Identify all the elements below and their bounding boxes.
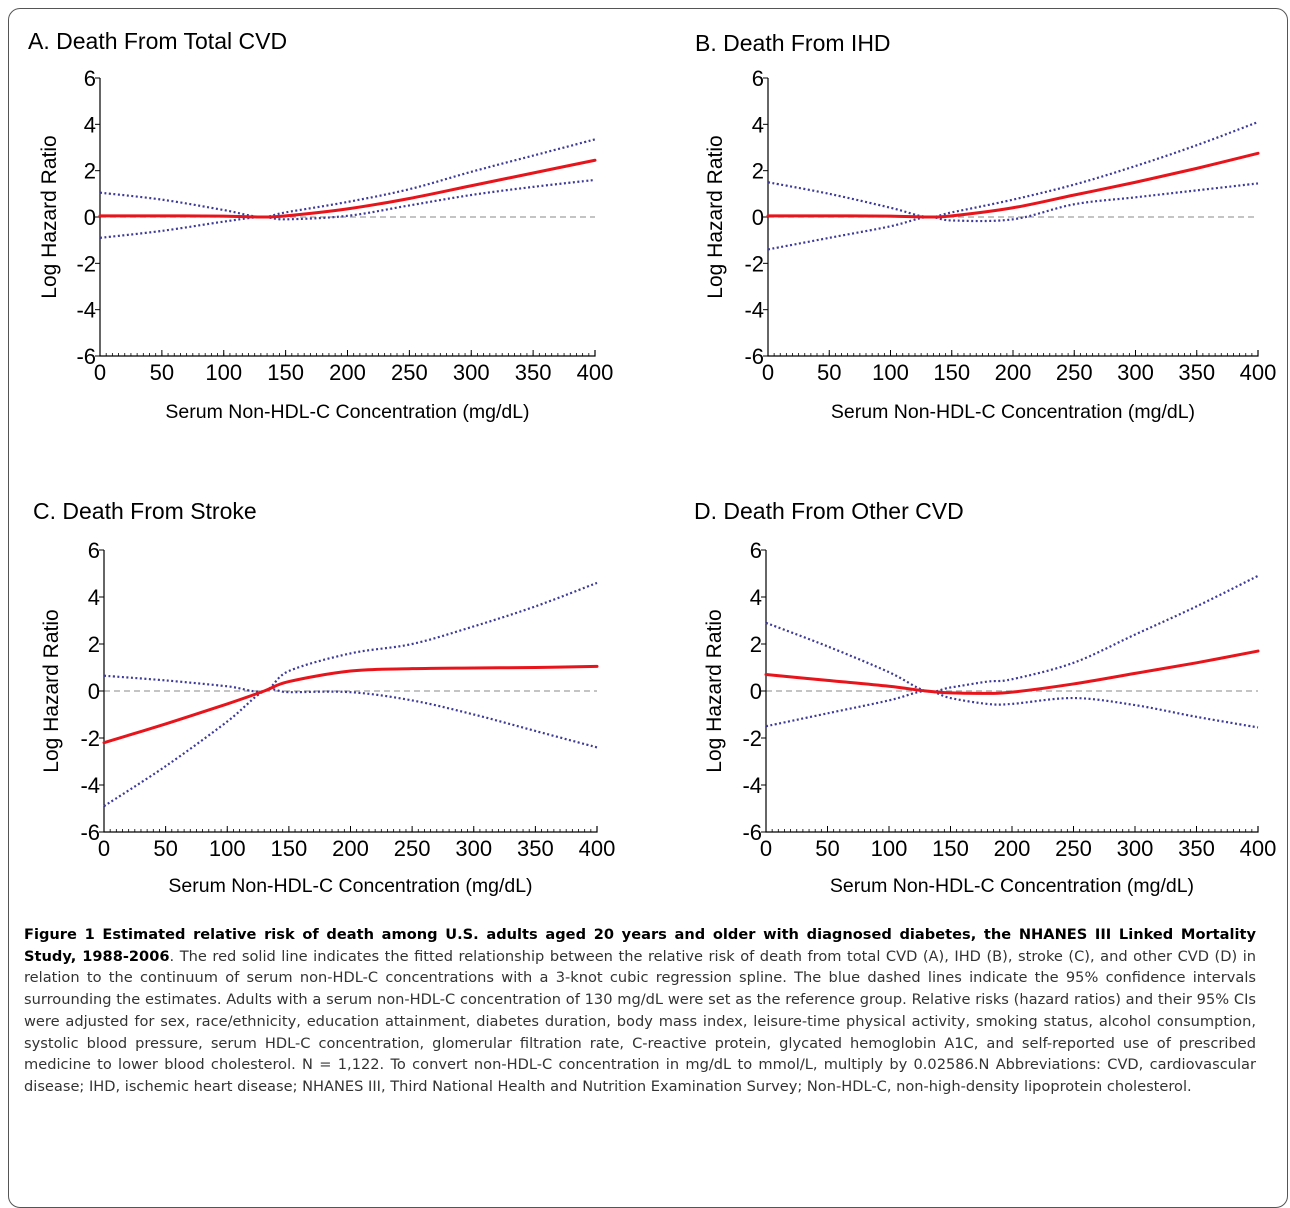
y-axis-label: Log Hazard Ratio [40, 609, 63, 772]
caption-body: . The red solid line indicates the fitte… [24, 947, 1257, 1095]
x-tick-label: 250 [391, 360, 428, 385]
x-tick-label: 150 [271, 836, 308, 861]
caption-lead: Figure 1 Estimated relative risk of deat… [24, 926, 1256, 965]
x-tick-label: 250 [394, 836, 431, 861]
y-tick-label: -6 [76, 344, 96, 369]
x-tick-label: 200 [995, 360, 1032, 385]
lower-ci-line [99, 178, 596, 239]
y-axis-label: Log Hazard Ratio [38, 135, 61, 298]
y-tick-label: 2 [84, 159, 96, 184]
panel-title: C. Death From Stroke [33, 498, 257, 524]
x-tick-label: 50 [815, 836, 839, 861]
panel-b: B. Death From IHD 0 50 100 150 200 250 300 350 4… [666, 0, 1290, 460]
upper-ci-line [765, 574, 1259, 693]
panel-title: A. Death From Total CVD [28, 28, 288, 54]
y-tick-label: 0 [84, 205, 96, 230]
x-tick-label: 100 [871, 836, 908, 861]
panel-c: C. Death From Stroke 0 50 100 150 200 250 300 3… [0, 470, 645, 920]
figure-caption: Figure 1 Estimated relative risk of deat… [24, 924, 1256, 1098]
y-tick-label: -6 [80, 820, 100, 845]
panel-title: B. Death From IHD [695, 30, 891, 56]
x-tick-label: 350 [1178, 836, 1215, 861]
y-tick-label: -6 [742, 820, 762, 845]
lower-ci-line [765, 689, 1259, 729]
panel-a: A. Death From Total CVD 0 50 100 150 200 250 3… [0, 0, 645, 460]
upper-ci-line [99, 138, 596, 219]
x-tick-label: 100 [205, 360, 242, 385]
x-tick-label: 0 [760, 836, 772, 861]
y-tick-label: -2 [742, 726, 762, 751]
estimate-line [764, 649, 1260, 695]
y-tick-label: -2 [76, 251, 96, 276]
x-tick-label: 400 [577, 360, 614, 385]
upper-ci-line [103, 581, 598, 693]
estimate-line [766, 151, 1260, 219]
x-axis-label: Serum Non-HDL-C Concentration (mg/dL) [831, 401, 1195, 423]
x-tick-label: 50 [817, 360, 841, 385]
y-tick-label: -4 [76, 298, 96, 323]
panel-a-plot: 0 50 100 150 200 250 300 350 400 -6 -4 -2 0 2 4 6 Serum … [38, 66, 614, 423]
x-tick-label: 200 [332, 836, 369, 861]
y-tick-label: 6 [88, 538, 100, 563]
x-tick-label: 150 [933, 360, 970, 385]
x-tick-label: 400 [1240, 836, 1277, 861]
y-tick-label: 4 [752, 112, 764, 137]
x-tick-label: 200 [329, 360, 366, 385]
y-tick-label: -4 [744, 298, 764, 323]
x-tick-label: 300 [453, 360, 490, 385]
x-tick-label: 250 [1056, 360, 1093, 385]
panel-c-plot: 0 50 100 150 200 250 300 350 400 -6 -4 -2 0 2 4 6 Serum … [40, 538, 616, 897]
x-tick-label: 150 [267, 360, 304, 385]
x-tick-label: 350 [1178, 360, 1215, 385]
y-tick-label: 6 [752, 66, 764, 91]
x-axis-label: Serum Non-HDL-C Concentration (mg/dL) [830, 875, 1194, 897]
panel-d-plot: 0 50 100 150 200 250 300 350 400 -6 -4 -2 0 2 4 6 Serum … [703, 538, 1277, 897]
x-tick-label: 50 [153, 836, 177, 861]
x-tick-label: 50 [150, 360, 174, 385]
y-tick-label: 6 [84, 66, 96, 91]
upper-ci-line [767, 120, 1259, 219]
estimate-line [102, 664, 599, 745]
y-tick-label: 0 [88, 679, 100, 704]
estimate-line [98, 158, 597, 219]
x-tick-label: 350 [517, 836, 554, 861]
x-axis-label: Serum Non-HDL-C Concentration (mg/dL) [168, 875, 532, 897]
x-tick-label: 0 [94, 360, 106, 385]
y-tick-label: 6 [750, 538, 762, 563]
y-tick-label: -4 [80, 773, 100, 798]
x-tick-label: 350 [515, 360, 552, 385]
x-tick-label: 400 [579, 836, 616, 861]
y-tick-label: -4 [742, 773, 762, 798]
panel-title: D. Death From Other CVD [694, 498, 964, 524]
y-tick-label: 0 [752, 205, 764, 230]
x-tick-label: 0 [762, 360, 774, 385]
y-tick-label: 2 [88, 632, 100, 657]
y-tick-label: 4 [88, 585, 100, 610]
y-axis-label: Log Hazard Ratio [703, 609, 726, 772]
y-tick-label: -2 [744, 251, 764, 276]
y-tick-label: 0 [750, 679, 762, 704]
y-tick-label: -2 [80, 726, 100, 751]
y-tick-label: -6 [744, 344, 764, 369]
lower-ci-line [767, 182, 1259, 251]
x-tick-label: 250 [1055, 836, 1092, 861]
x-tick-label: 150 [932, 836, 969, 861]
x-tick-label: 100 [209, 836, 246, 861]
x-tick-label: 100 [872, 360, 909, 385]
lower-ci-line [103, 687, 598, 808]
panel-b-plot: 0 50 100 150 200 250 300 350 400 -6 -4 -2 0 2 4 6 Serum … [704, 66, 1277, 423]
y-tick-label: 4 [750, 585, 762, 610]
x-tick-label: 300 [1117, 360, 1154, 385]
x-tick-label: 300 [1117, 836, 1154, 861]
y-tick-label: 4 [84, 112, 96, 137]
y-tick-label: 2 [750, 632, 762, 657]
x-tick-label: 200 [994, 836, 1031, 861]
x-tick-label: 300 [455, 836, 492, 861]
panel-d: D. Death From Other CVD 0 50 100 150 200 250 3… [666, 470, 1290, 920]
y-axis-label: Log Hazard Ratio [704, 135, 727, 298]
x-tick-label: 400 [1240, 360, 1277, 385]
y-tick-label: 2 [752, 159, 764, 184]
x-axis-label: Serum Non-HDL-C Concentration (mg/dL) [165, 401, 529, 423]
x-tick-label: 0 [98, 836, 110, 861]
